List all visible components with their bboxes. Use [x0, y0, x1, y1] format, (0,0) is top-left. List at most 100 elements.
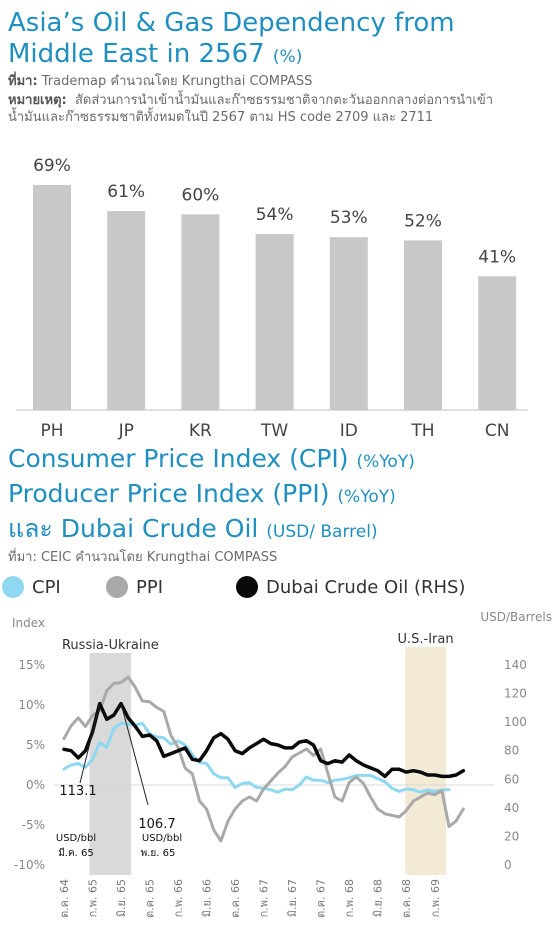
- series-line-cpi: [62, 721, 451, 794]
- x-tick-label: มิ.ย. 67: [286, 879, 299, 917]
- bar-category-label: ID: [340, 421, 358, 441]
- legend-label-cpi: CPI: [32, 576, 61, 598]
- left-tick-label: 10%: [18, 698, 45, 712]
- chart1-note: หมายเหตุ: สัดส่วนการนำเข้าน้ำมันและก๊าซธ…: [8, 92, 493, 126]
- x-tick-label: ก.พ. 66: [172, 879, 185, 917]
- annotation-date-1: มี.ค. 65: [58, 847, 94, 859]
- bar-category-label: TW: [260, 421, 288, 441]
- annotation-date-2: พ.ย. 65: [141, 848, 176, 859]
- x-tick-label: ต.ค. 68: [400, 879, 413, 918]
- x-tick-label: มิ.ย. 68: [372, 879, 385, 917]
- right-tick-label: 120: [504, 687, 527, 701]
- legend-label-oil: Dubai Crude Oil (RHS): [266, 576, 466, 598]
- left-tick-label: 0%: [26, 778, 45, 792]
- left-tick-label: -10%: [14, 858, 45, 872]
- left-tick-label: 5%: [26, 738, 45, 752]
- line-chart: Russia-Ukraine U.S.-Iran Index USD/Barrels 1…: [12, 610, 552, 918]
- series-line-ppi: [62, 675, 465, 843]
- annotation-unit-2: USD/bbl: [142, 833, 182, 844]
- legend-swatch-cpi: [2, 576, 24, 598]
- legend-label-ppi: PPI: [136, 576, 164, 598]
- right-tick-label: 140: [504, 658, 527, 672]
- bar-category-label: CN: [485, 421, 510, 441]
- bar-chart: 69% PH 61% JP 60% KR 54% TW 53% ID 52% TH 41% CN: [16, 156, 528, 441]
- left-tick-label: -5%: [22, 818, 45, 832]
- bar-cn: [478, 276, 517, 410]
- annotation-us-iran: U.S.-Iran: [398, 632, 454, 647]
- annotation-value-2: 106.7: [138, 817, 175, 832]
- bar-value-label: 53%: [330, 208, 368, 228]
- chart2-title-oil: และ Dubai Crude Oil: [8, 514, 259, 543]
- chart1-source-text: Trademap คำนวณโดย Krungthai COMPASS: [41, 74, 313, 89]
- bar-value-label: 54%: [256, 205, 294, 225]
- shade-us-iran: [405, 647, 446, 875]
- x-tick-label: ต.ค. 67: [315, 879, 328, 918]
- bar-category-label: KR: [189, 421, 212, 441]
- x-tick-label: ต.ค. 66: [229, 879, 242, 918]
- chart2-source: ที่มา: CEIC คำนวณโดย Krungthai COMPASS: [8, 550, 278, 565]
- right-axis-label: USD/Barrels: [480, 610, 552, 624]
- annotation-leader-2: [120, 703, 149, 806]
- series-line-oil: [62, 701, 466, 779]
- bar-value-label: 52%: [404, 211, 442, 231]
- legend-item-ppi: PPI: [106, 576, 163, 598]
- chart2-title-line3: และ Dubai Crude Oil (USD/ Barrel): [8, 513, 415, 548]
- chart1-note-line2: น้ำมันและก๊าซธรรมชาติทั้งหมดในปี 2567 ตา…: [8, 110, 434, 125]
- chart1-title-line1: Asia’s Oil & Gas Dependency from: [8, 8, 455, 38]
- right-tick-label: 80: [504, 744, 519, 758]
- chart1-title-unit: (%): [272, 47, 303, 67]
- chart2-title-cpi: Consumer Price Index (CPI): [8, 444, 349, 473]
- chart2-legend: CPI PPI Dubai Crude Oil (RHS): [0, 574, 557, 604]
- chart1-title: Asia’s Oil & Gas Dependency from Middle …: [8, 8, 455, 73]
- annotation-unit-1: USD/bbl: [56, 833, 96, 844]
- bar-tw: [255, 233, 294, 410]
- bar-value-label: 69%: [33, 156, 71, 176]
- chart2-title: Consumer Price Index (CPI) (%YoY) Produc…: [8, 443, 415, 548]
- legend-swatch-oil: [236, 576, 258, 598]
- x-tick-label: มิ.ย. 65: [115, 879, 128, 917]
- bar-value-label: 60%: [182, 185, 220, 205]
- legend-swatch-ppi: [106, 576, 128, 598]
- chart2-title-cpi-unit: (%YoY): [356, 452, 415, 472]
- bar-kr: [181, 214, 220, 410]
- chart1-title-year: Middle East in 2567: [8, 39, 265, 69]
- chart2-title-ppi-unit: (%YoY): [337, 487, 396, 507]
- x-tick-label: มิ.ย. 66: [201, 879, 214, 917]
- bar-category-label: PH: [40, 421, 63, 441]
- annotation-leader-1: [79, 703, 101, 784]
- legend-item-cpi: CPI: [2, 576, 61, 598]
- right-tick-label: 100: [504, 715, 527, 729]
- x-tick-label: ต.ค. 64: [58, 879, 71, 918]
- chart2-title-line1: Consumer Price Index (CPI) (%YoY): [8, 443, 415, 478]
- x-tick-label: ก.พ. 67: [258, 879, 271, 917]
- chart2-title-ppi: Producer Price Index (PPI): [8, 479, 330, 508]
- left-axis-label: Index: [12, 616, 45, 630]
- right-tick-label: 60: [504, 772, 519, 786]
- bar-ph: [33, 185, 71, 410]
- chart1-source: ที่มา: Trademap คำนวณโดย Krungthai COMPA…: [8, 73, 312, 90]
- x-tick-label: ต.ค. 65: [144, 879, 157, 918]
- right-tick-label: 20: [504, 829, 519, 843]
- chart1-note-label: หมายเหตุ:: [8, 93, 67, 108]
- chart1-source-label: ที่มา:: [8, 74, 38, 89]
- x-tick-label: ก.พ. 69: [429, 879, 442, 917]
- bar-jp: [107, 211, 146, 410]
- bar-id: [329, 237, 368, 410]
- x-tick-label: ก.พ. 65: [87, 879, 100, 917]
- bar-category-label: TH: [410, 421, 434, 441]
- shade-russia-ukraine: [89, 653, 132, 875]
- chart2-title-line2: Producer Price Index (PPI) (%YoY): [8, 478, 415, 513]
- chart1-title-line2: Middle East in 2567 (%): [8, 39, 455, 73]
- chart1-note-line1: สัดส่วนการนำเข้าน้ำมันและก๊าซธรรมชาติจาก…: [74, 93, 494, 108]
- bar-value-label: 41%: [478, 247, 516, 267]
- annotation-russia-ukraine: Russia-Ukraine: [62, 638, 159, 653]
- legend-item-oil: Dubai Crude Oil (RHS): [236, 576, 465, 598]
- annotation-value-1: 113.1: [59, 784, 96, 799]
- x-tick-label: ก.พ. 68: [343, 879, 356, 917]
- bar-th: [404, 240, 442, 410]
- bar-category-label: JP: [118, 421, 134, 441]
- right-tick-label: 40: [504, 801, 519, 815]
- right-tick-label: 0: [504, 858, 512, 872]
- chart2-title-oil-unit: (USD/ Barrel): [266, 522, 378, 542]
- left-tick-label: 15%: [18, 658, 45, 672]
